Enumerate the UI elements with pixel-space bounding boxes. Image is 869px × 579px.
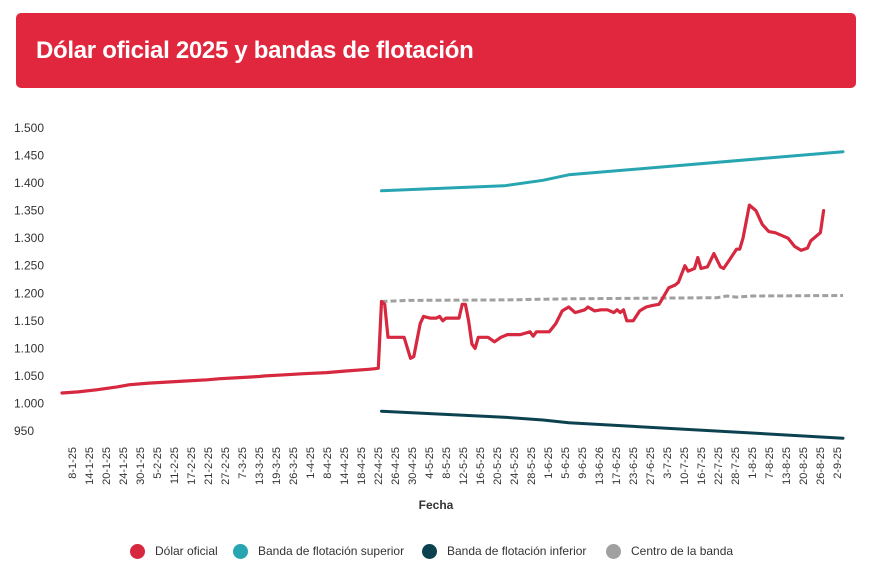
x-tick-label: 8-4-25 bbox=[322, 447, 334, 479]
series-line-superior bbox=[380, 150, 845, 193]
x-tick-label: 17-2-25 bbox=[186, 447, 198, 485]
legend-label-centro: Centro de la banda bbox=[631, 544, 734, 558]
x-tick-label: 20-5-25 bbox=[492, 447, 504, 485]
x-tick-label: 12-5-25 bbox=[458, 447, 470, 485]
x-tick-label: 1-8-25 bbox=[747, 447, 759, 479]
x-tick-label: 22-7-25 bbox=[713, 447, 725, 485]
y-tick-label: 1.150 bbox=[14, 314, 44, 328]
series-line-centro bbox=[381, 294, 844, 303]
legend: Dólar oficial Banda de flotación superio… bbox=[0, 541, 869, 561]
x-tick-label: 23-6-25 bbox=[628, 447, 640, 485]
y-tick-label: 1.200 bbox=[14, 286, 44, 300]
y-tick-label: 1.500 bbox=[14, 121, 44, 135]
legend-marker-centro bbox=[606, 543, 621, 559]
x-tick-label: 13-3-25 bbox=[254, 447, 266, 485]
x-tick-label: 19-3-25 bbox=[271, 447, 283, 485]
x-tick-label: 26-3-25 bbox=[288, 447, 300, 485]
y-tick-label: 1.400 bbox=[14, 176, 44, 190]
x-tick-label: 30-4-25 bbox=[407, 447, 419, 485]
y-tick-label: 1.100 bbox=[14, 341, 44, 355]
legend-marker-inferior bbox=[422, 543, 437, 559]
legend-item-dolar: Dólar oficial bbox=[130, 541, 218, 561]
series-line-dolar bbox=[60, 203, 826, 395]
x-tick-label: 8-1-25 bbox=[67, 447, 79, 479]
legend-label-superior: Banda de flotación superior bbox=[258, 544, 405, 558]
x-tick-label: 16-5-25 bbox=[475, 447, 487, 485]
legend-item-superior: Banda de flotación superior bbox=[233, 541, 404, 561]
x-tick-label: 7-8-25 bbox=[764, 447, 776, 479]
legend-marker-superior bbox=[233, 543, 248, 559]
y-tick-label: 950 bbox=[14, 424, 34, 438]
x-tick-label: 28-7-25 bbox=[730, 447, 742, 485]
y-tick-label: 1.250 bbox=[14, 259, 44, 273]
y-tick-label: 1.300 bbox=[14, 231, 44, 245]
y-tick-label: 1.450 bbox=[14, 149, 44, 163]
x-tick-label: 2-9-25 bbox=[832, 447, 844, 479]
x-tick-label: 14-1-25 bbox=[84, 447, 96, 485]
x-tick-label: 1-6-25 bbox=[543, 447, 555, 479]
x-tick-label: 27-6-25 bbox=[645, 447, 657, 485]
x-tick-label: 3-7-25 bbox=[662, 447, 674, 479]
x-tick-label: 22-4-25 bbox=[373, 447, 385, 485]
x-tick-label: 24-5-25 bbox=[509, 447, 521, 485]
x-tick-label: 20-1-25 bbox=[101, 447, 113, 485]
x-axis-title: Fecha bbox=[419, 498, 454, 512]
legend-label-inferior: Banda de flotación inferior bbox=[447, 544, 587, 558]
x-tick-label: 14-4-25 bbox=[339, 447, 351, 485]
x-tick-label: 18-4-25 bbox=[356, 447, 368, 485]
series-line-inferior bbox=[380, 409, 845, 440]
x-tick-label: 17-6-25 bbox=[611, 447, 623, 485]
x-tick-label: 7-3-25 bbox=[237, 447, 249, 479]
x-tick-label: 28-5-25 bbox=[526, 447, 538, 485]
x-tick-label: 16-7-25 bbox=[696, 447, 708, 485]
x-tick-label: 1-4-25 bbox=[305, 447, 317, 479]
x-tick-label: 11-2-25 bbox=[169, 447, 181, 484]
x-tick-label: 26-4-25 bbox=[390, 447, 402, 485]
y-tick-label: 1.050 bbox=[14, 369, 44, 383]
x-tick-label: 4-5-25 bbox=[424, 447, 436, 479]
legend-label-dolar: Dólar oficial bbox=[155, 544, 218, 558]
x-tick-label: 13-8-25 bbox=[781, 447, 793, 485]
x-tick-label: 27-2-25 bbox=[220, 447, 232, 485]
y-tick-label: 1.350 bbox=[14, 204, 44, 218]
x-tick-label: 13-6-26 bbox=[594, 447, 606, 485]
x-tick-label: 5-2-25 bbox=[152, 447, 164, 479]
line-chart: 950 1.000 1.050 1.100 1.150 1.200 1.250 1.300 1.… bbox=[14, 121, 845, 512]
legend-item-centro: Centro de la banda bbox=[606, 541, 733, 561]
x-tick-label: 9-6-25 bbox=[577, 447, 589, 479]
legend-marker-dolar bbox=[130, 543, 145, 559]
x-tick-label: 20-8-25 bbox=[798, 447, 810, 485]
x-tick-label: 30-1-25 bbox=[135, 447, 147, 485]
x-tick-label: 8-5-25 bbox=[441, 447, 453, 479]
x-tick-label: 10-7-25 bbox=[679, 447, 691, 485]
legend-item-inferior: Banda de flotación inferior bbox=[422, 541, 586, 561]
x-tick-label: 24-1-25 bbox=[118, 447, 130, 485]
x-tick-label: 26-8-25 bbox=[815, 447, 827, 485]
y-tick-label: 1.000 bbox=[14, 396, 44, 410]
x-tick-label: 21-2-25 bbox=[203, 447, 215, 485]
title-bar: Dólar oficial 2025 y bandas de flotación bbox=[16, 13, 856, 88]
x-tick-label: 5-6-25 bbox=[560, 447, 572, 479]
chart-title: Dólar oficial 2025 y bandas de flotación bbox=[36, 36, 474, 64]
